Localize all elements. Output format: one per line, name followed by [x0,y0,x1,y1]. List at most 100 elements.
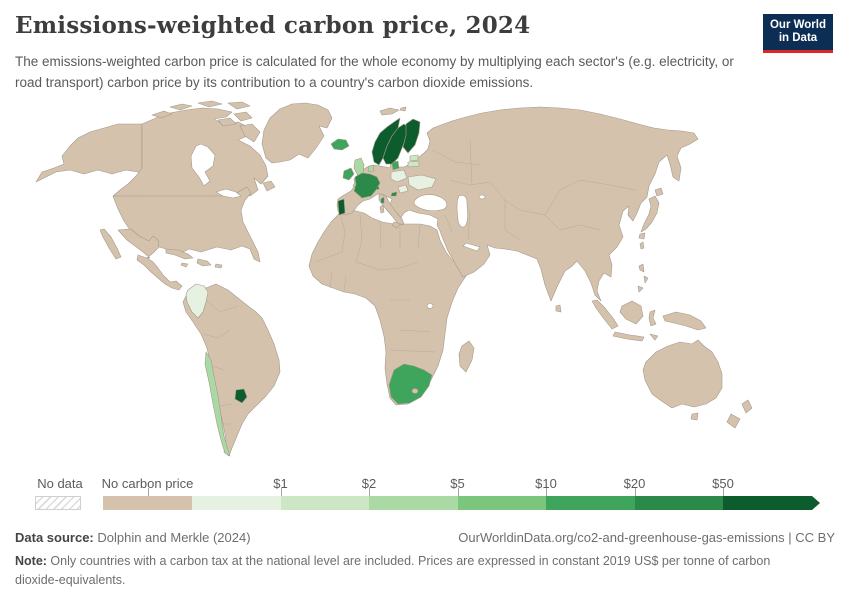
country-iceland[interactable] [330,138,350,151]
new-zealand[interactable] [726,399,753,429]
owid-logo-line1: Our World [769,18,826,31]
legend-tick-5: $5 [450,476,465,491]
philippines[interactable] [637,263,649,293]
note-value: Only countries with a carbon tax at the … [15,554,771,587]
legend-tick-2: $2 [361,476,377,491]
jamaica[interactable] [180,262,189,268]
map-legend: No data No carbon price $1 $2 $5 $10 $20… [0,476,850,520]
legend-tickmark [634,488,636,496]
legend-tickmark [457,488,459,496]
country-estonia[interactable] [409,154,419,162]
data-source-value: Dolphin and Merkle (2024) [93,530,251,545]
legend-swatch-50plus[interactable] [723,496,812,510]
legend-tick-20: $20 [623,476,646,491]
madagascar[interactable] [458,340,475,373]
caspian-sea [456,194,468,228]
great-lakes [215,188,242,199]
legend-color-bar [103,496,820,510]
country-ukraine[interactable] [407,174,437,191]
central-america[interactable] [136,254,183,291]
country-finland[interactable] [402,118,421,154]
legend-arrow [811,496,820,510]
legend-no-data-swatch[interactable] [35,496,81,510]
legend-bar: No carbon price $1 $2 $5 $10 $20 $50 [101,476,833,516]
java[interactable] [612,331,645,342]
country-poland[interactable] [390,169,408,183]
country-svalbard[interactable] [379,106,407,116]
footer: Data source: Dolphin and Merkle (2024) O… [15,530,835,590]
legend-tick-1: $1 [273,476,288,491]
lesotho[interactable] [411,388,419,394]
legend-swatch-5to10[interactable] [457,496,546,510]
page-subtitle: The emissions-weighted carbon price is c… [15,54,734,90]
owid-logo[interactable]: Our World in Data [763,14,833,53]
country-greenland[interactable] [261,102,333,164]
legend-tickmark [546,488,547,496]
legend-swatch-20to50[interactable] [634,496,723,510]
aral-sea [478,194,486,200]
south-america[interactable] [182,283,281,457]
sa-borders [202,299,239,425]
country-hungary[interactable] [397,184,409,194]
legend-no-data-label: No data [37,476,83,491]
baja-california[interactable] [99,228,122,260]
data-source-label: Data source: [15,530,94,545]
canonical-link[interactable]: OurWorldinData.org/co2-and-greenhouse-ga… [458,530,835,545]
page-title: Emissions-weighted carbon price, 2024 [15,12,531,39]
country-south-africa[interactable] [388,363,433,405]
legend-tickmark [280,488,282,496]
lake-victoria [426,303,434,309]
legend-swatch-10to20[interactable] [546,496,635,510]
timor[interactable] [649,333,659,341]
country-australia[interactable] [642,339,723,409]
persian-gulf [462,242,481,252]
legend-no-data-group: No data [35,476,85,510]
country-slovenia[interactable] [390,191,398,197]
eurasia[interactable] [336,106,699,302]
note-label: Note: [15,554,47,568]
black-sea [413,194,448,212]
country-chile[interactable] [204,351,231,457]
country-france[interactable] [353,172,381,199]
country-denmark[interactable] [391,160,400,171]
country-uruguay[interactable] [234,388,248,404]
legend-swatch-1to2[interactable] [280,496,369,510]
country-usa[interactable] [112,186,261,263]
hudson-bay [190,143,216,187]
sri-lanka[interactable] [555,304,562,313]
country-japan[interactable] [638,187,664,240]
sulawesi[interactable] [648,309,657,327]
legend-tickmark [369,488,370,496]
country-latvia[interactable] [407,160,420,168]
cuba[interactable] [165,248,194,260]
asia-borders [431,139,636,241]
country-mexico[interactable] [117,228,160,259]
country-colombia[interactable] [185,283,209,319]
country-portugal[interactable] [337,198,346,216]
taiwan[interactable] [639,241,645,250]
borneo[interactable] [619,300,644,325]
country-ireland[interactable] [342,167,355,181]
legend-tickmark [147,488,149,496]
sardinia[interactable] [379,204,385,214]
corsica[interactable] [380,196,385,204]
puerto-rico[interactable] [214,263,223,269]
country-canada[interactable] [112,100,276,198]
legend-tickmark [723,488,724,496]
sicily[interactable] [391,221,401,229]
sumatra[interactable] [591,299,619,330]
new-guinea[interactable] [662,311,707,331]
hispaniola[interactable] [196,258,212,267]
country-netherlands[interactable] [367,164,375,173]
data-source: Data source: Dolphin and Merkle (2024) [15,530,251,545]
legend-swatch-2to5[interactable] [369,496,458,510]
tasmania[interactable] [690,412,699,421]
owid-logo-line2: in Data [778,32,818,44]
legend-no-carbon-price-label: No carbon price [101,476,194,491]
legend-tick-50: $50 [712,476,734,491]
legend-swatch-lt1[interactable] [192,496,281,510]
footer-note: Note: Only countries with a carbon tax a… [15,552,815,590]
legend-tick-10: $10 [535,476,557,491]
legend-swatch-none[interactable] [103,496,192,510]
